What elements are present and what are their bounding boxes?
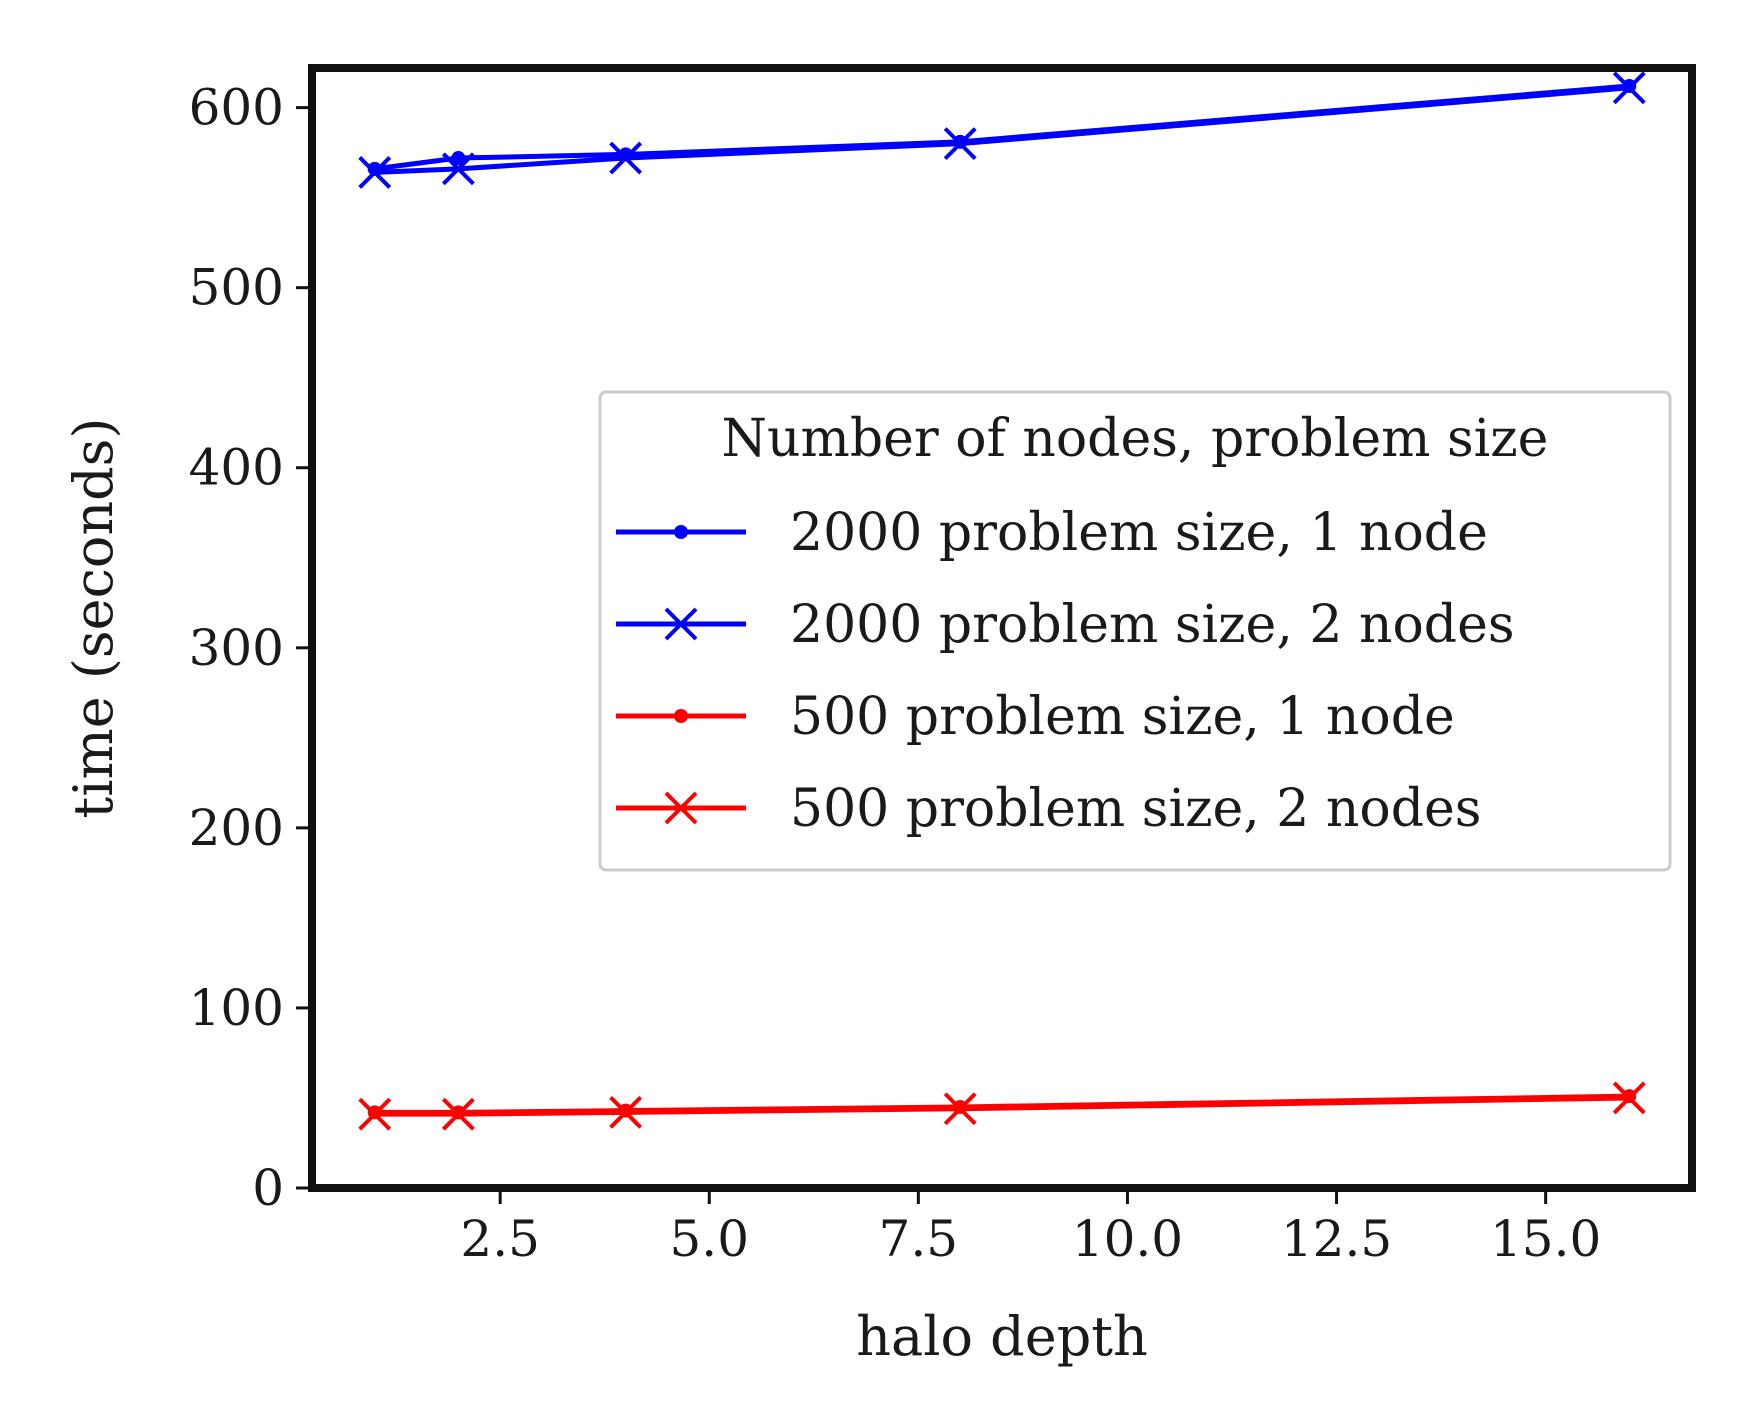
series-layer <box>358 71 1646 1131</box>
legend-marker <box>664 791 698 825</box>
legend-entries: 2000 problem size, 1 node 2000 problem si… <box>616 503 1515 839</box>
x-axis-label: halo depth <box>856 1305 1148 1368</box>
series-2 <box>358 71 1646 189</box>
legend-marker <box>674 525 688 539</box>
legend-entry: 500 problem size, 2 nodes <box>616 779 1481 839</box>
x-tick-label: 7.5 <box>879 1210 959 1268</box>
y-axis: 0 100 200 300 400 500 600 <box>189 79 312 1217</box>
legend-box <box>598 390 1672 872</box>
legend: Number of nodes, problem size 2000 probl… <box>598 390 1672 872</box>
y-tick-label: 300 <box>189 619 284 677</box>
data-point <box>441 1097 475 1131</box>
data-point <box>943 127 977 161</box>
data-point <box>358 1097 392 1131</box>
x-tick-label: 10.0 <box>1072 1210 1183 1268</box>
y-tick-label: 500 <box>189 259 284 317</box>
y-axis-label: time (seconds) <box>62 418 125 819</box>
legend-marker <box>664 607 698 641</box>
y-tick-label: 600 <box>189 79 284 137</box>
x-tick-label: 2.5 <box>460 1210 540 1268</box>
y-tick-label: 200 <box>189 799 284 857</box>
x-tick-label: 12.5 <box>1281 1210 1392 1268</box>
data-point <box>609 141 643 175</box>
legend-label: 2000 problem size, 1 node <box>790 503 1488 563</box>
legend-title: Number of nodes, problem size <box>722 409 1549 469</box>
x-axis: 2.5 5.0 7.5 10.0 12.5 15.0 <box>460 1188 1601 1268</box>
data-point <box>451 151 466 166</box>
legend-entry: 2000 problem size, 1 node <box>616 503 1488 563</box>
y-tick-label: 0 <box>252 1159 284 1217</box>
legend-label: 2000 problem size, 2 nodes <box>790 595 1515 655</box>
data-point <box>441 152 475 186</box>
y-tick-label: 400 <box>189 439 284 497</box>
series-4 <box>358 1081 1646 1131</box>
data-point <box>1612 1081 1646 1115</box>
data-point <box>943 1092 977 1126</box>
legend-label: 500 problem size, 1 node <box>790 687 1455 747</box>
plot-frame <box>308 64 1696 1192</box>
data-point <box>1612 71 1646 105</box>
legend-entry: 2000 problem size, 2 nodes <box>616 595 1515 655</box>
legend-entry: 500 problem size, 1 node <box>616 687 1455 747</box>
data-point <box>609 1095 643 1129</box>
legend-label: 500 problem size, 2 nodes <box>790 779 1481 839</box>
x-tick-label: 15.0 <box>1490 1210 1601 1268</box>
legend-marker <box>674 709 688 723</box>
x-tick-label: 5.0 <box>670 1210 750 1268</box>
data-point <box>358 156 392 189</box>
y-tick-label: 100 <box>189 979 284 1037</box>
